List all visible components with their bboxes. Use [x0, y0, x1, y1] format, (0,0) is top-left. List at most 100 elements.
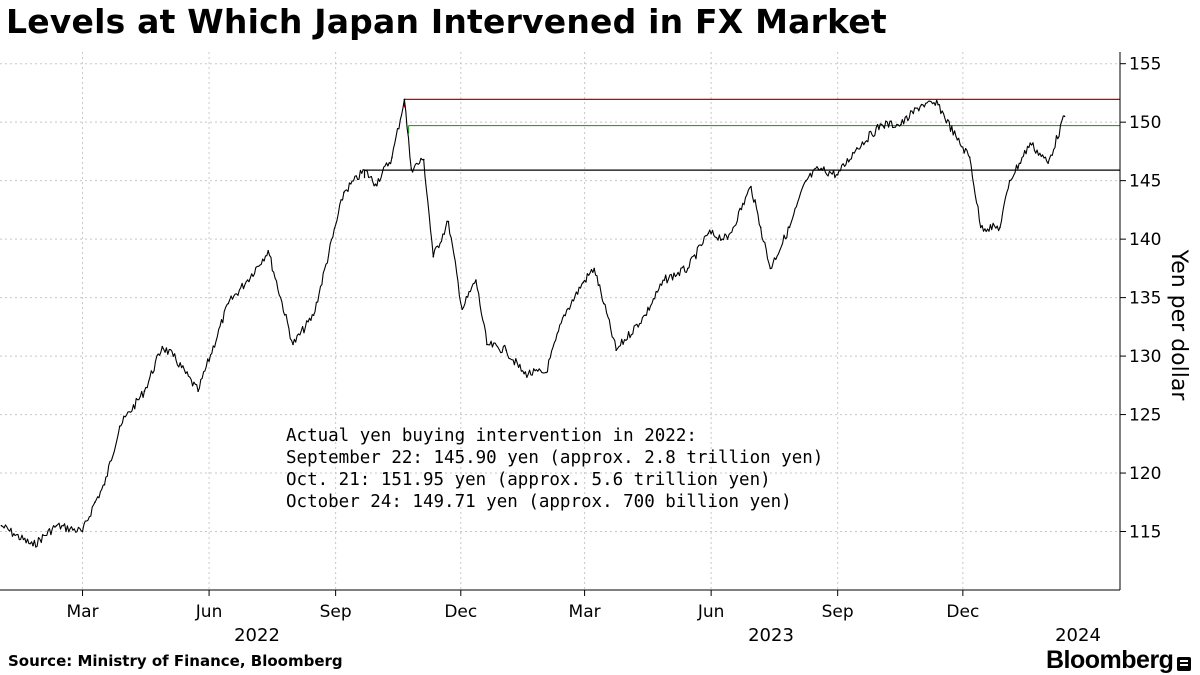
data-point: [103, 483, 106, 486]
data-point: [750, 185, 752, 188]
data-point: [432, 255, 435, 258]
data-point: [615, 349, 617, 352]
y-tick-label: 150: [1129, 113, 1161, 133]
x-tick-label: Sep: [320, 602, 352, 622]
data-point: [726, 238, 729, 240]
data-point: [32, 544, 34, 547]
data-point: [1029, 142, 1031, 144]
data-point: [1008, 179, 1011, 182]
data-point: [461, 308, 464, 311]
series-line: [1, 98, 1065, 548]
data-point: [856, 147, 858, 149]
data-point: [505, 349, 508, 352]
data-point: [161, 345, 164, 348]
price-series: [0, 98, 1066, 548]
data-point: [900, 123, 902, 126]
data-point: [343, 191, 345, 194]
data-point: [937, 103, 939, 106]
x-tick-label: Jun: [195, 602, 223, 622]
brand-name: Bloomberg: [1046, 646, 1174, 674]
x-tick-label: Dec: [444, 602, 477, 622]
data-point: [410, 168, 413, 170]
year-label: 2024: [1055, 625, 1101, 646]
data-point: [545, 371, 547, 374]
data-point: [920, 103, 923, 106]
data-point: [663, 279, 666, 281]
annotation-line: Oct. 21: 151.95 yen (approx. 5.6 trillio…: [286, 470, 771, 490]
data-point: [246, 279, 249, 281]
data-point: [13, 533, 15, 535]
data-point: [312, 314, 315, 317]
data-point: [880, 123, 883, 126]
data-point: [836, 174, 839, 176]
data-point: [55, 524, 58, 527]
x-axis-ticks: Mar Jun Sep Dec Mar Jun Sep Dec 2022 2023 2024: [66, 590, 1101, 646]
brand-logo: Bloomberg: [1046, 646, 1192, 675]
axes: [0, 52, 1121, 591]
y-tick-label: 125: [1129, 406, 1161, 426]
y-tick-label: 140: [1129, 230, 1161, 250]
data-point: [1047, 162, 1049, 164]
year-label: 2023: [748, 625, 794, 646]
data-point: [603, 302, 605, 305]
data-point: [94, 501, 96, 504]
y-tick-label: 115: [1129, 523, 1161, 543]
data-point: [363, 169, 366, 171]
y-tick-label: 130: [1129, 347, 1161, 367]
y-axis-ticks: 115 120 125 130 135 140 145 150 155: [1120, 55, 1161, 543]
data-point: [374, 183, 377, 185]
brand-icon: [1177, 656, 1192, 671]
data-point: [788, 226, 791, 229]
y-axis-label: Yen per dollar: [1166, 249, 1191, 402]
data-point: [81, 530, 84, 533]
data-point: [593, 267, 595, 270]
data-point: [227, 302, 230, 305]
data-point: [817, 168, 820, 170]
annotation-line: Actual yen buying intervention in 2022:: [286, 426, 697, 446]
data-point: [582, 281, 584, 284]
x-tick-label: Mar: [66, 602, 98, 622]
y-tick-label: 120: [1129, 464, 1161, 484]
data-point: [422, 158, 425, 161]
data-point: [118, 425, 121, 428]
data-point: [403, 98, 406, 101]
data-point: [267, 250, 270, 252]
data-point: [759, 226, 762, 229]
chart-title: Levels at Which Japan Intervened in FX M…: [6, 2, 887, 41]
intervention-annotation: Actual yen buying intervention in 2022: …: [286, 426, 823, 512]
data-point: [197, 390, 199, 393]
source-note: Source: Ministry of Finance, Bloomberg: [8, 652, 343, 670]
data-point: [563, 314, 565, 317]
data-point: [968, 156, 971, 159]
data-point: [769, 267, 772, 270]
y-tick-label: 135: [1129, 289, 1161, 309]
data-point: [644, 314, 646, 317]
data-point: [292, 343, 294, 346]
data-point: [172, 355, 175, 357]
x-tick-label: Sep: [822, 602, 854, 622]
data-point: [391, 156, 393, 159]
data-point: [1063, 115, 1066, 118]
data-point: [447, 220, 450, 223]
annotation-line: October 24: 149.71 yen (approx. 700 bill…: [286, 492, 792, 512]
x-tick-label: Dec: [946, 602, 979, 622]
intervention-level-lines: [363, 98, 1120, 179]
data-point: [707, 232, 710, 235]
y-tick-label: 145: [1129, 172, 1161, 192]
x-tick-label: Jun: [697, 602, 725, 622]
data-point: [486, 343, 488, 346]
x-tick-label: Mar: [569, 602, 601, 622]
y-tick-label: 155: [1129, 55, 1161, 75]
data-point: [979, 226, 982, 229]
data-point: [475, 279, 477, 281]
data-point: [687, 267, 689, 270]
data-point: [143, 390, 146, 393]
annotation-line: September 22: 145.90 yen (approx. 2.8 tr…: [286, 448, 823, 468]
year-label: 2022: [234, 625, 280, 646]
grid-lines: [0, 52, 1120, 590]
data-point: [0, 524, 3, 527]
data-point: [805, 179, 807, 182]
data-point: [523, 372, 525, 375]
data-point: [999, 226, 1001, 229]
